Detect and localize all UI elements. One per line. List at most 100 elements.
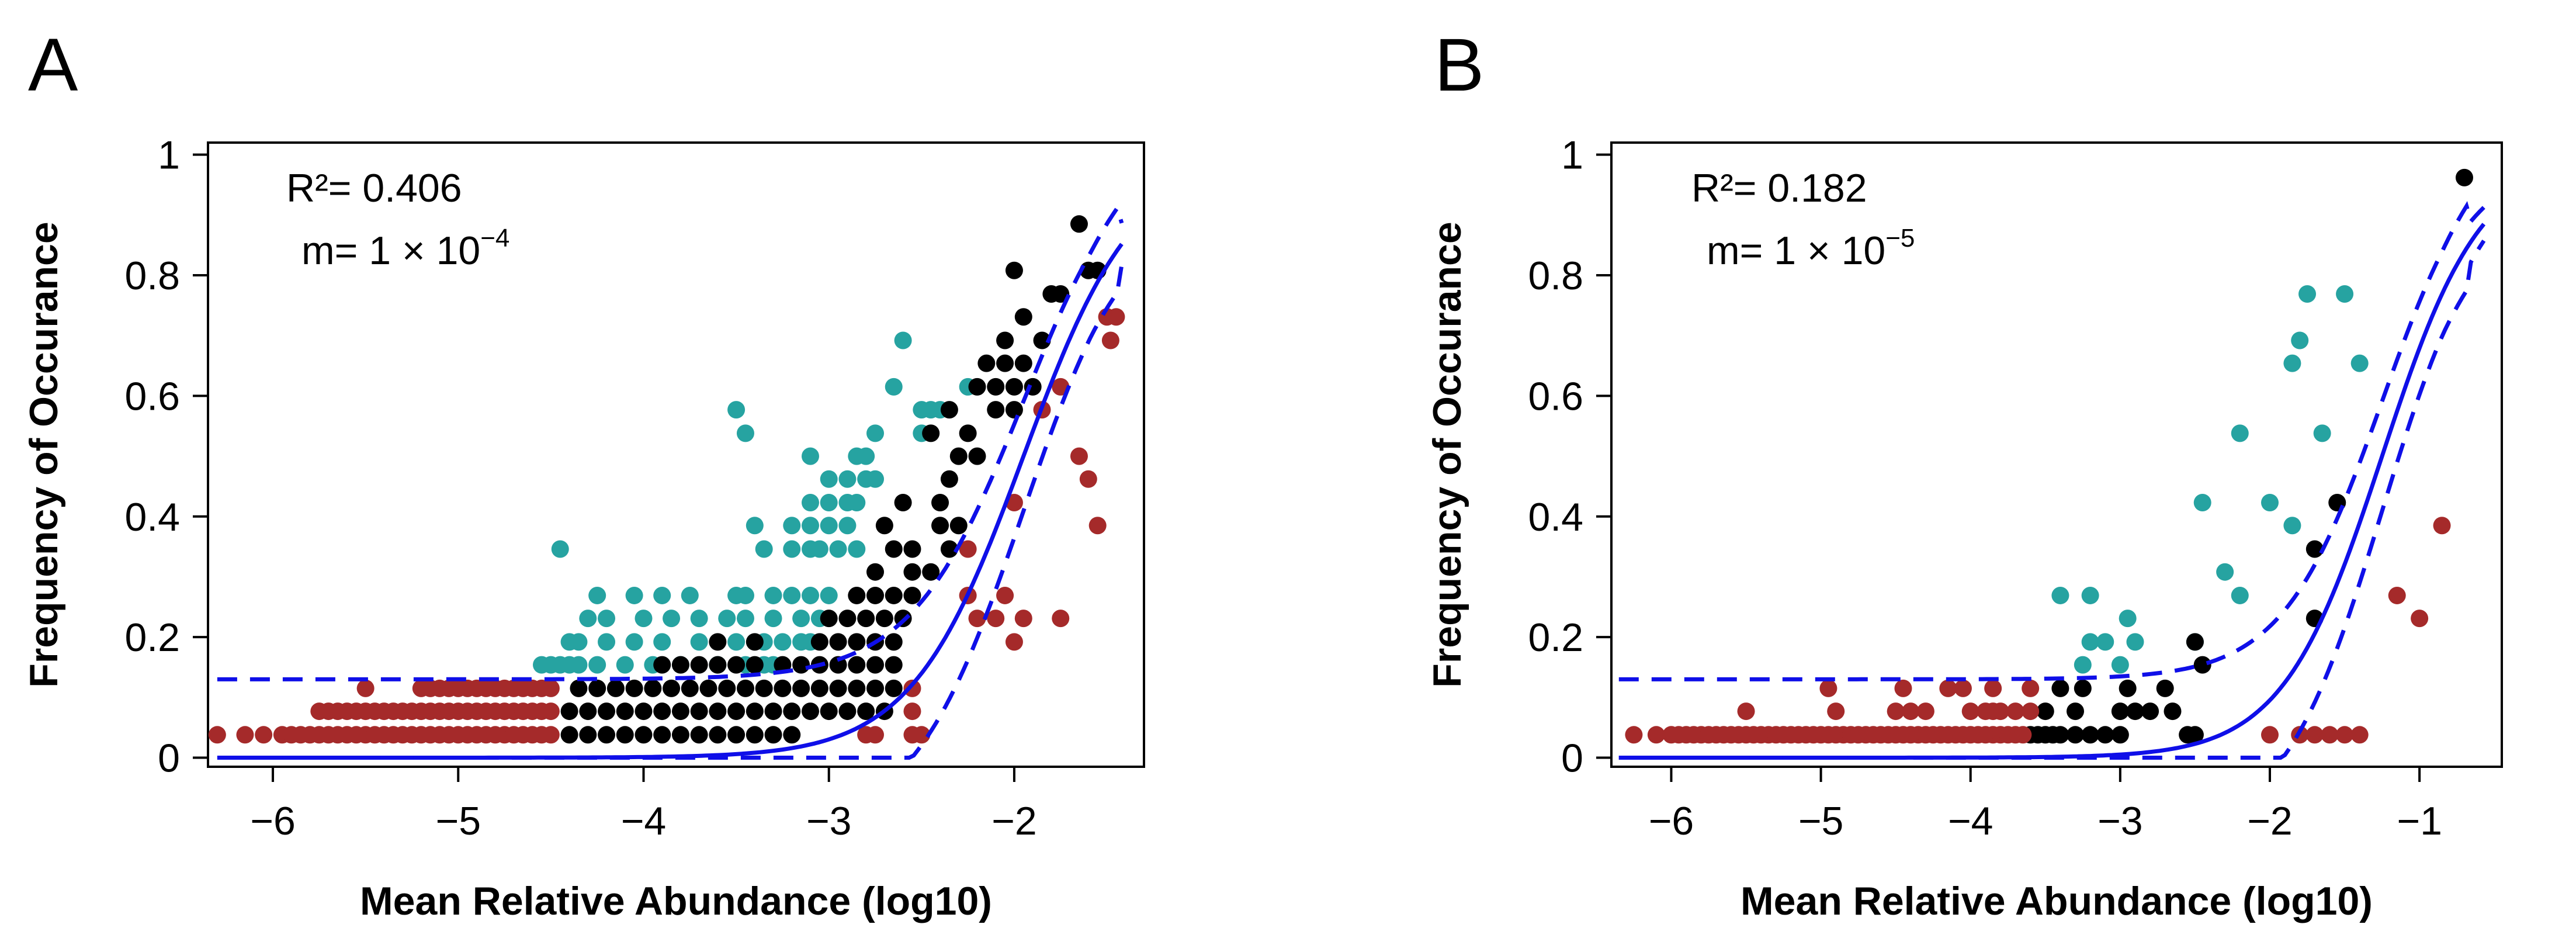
data-point [2074, 679, 2092, 697]
data-point [866, 563, 885, 581]
data-point [2126, 702, 2144, 721]
data-point [746, 726, 764, 744]
data-point [820, 494, 838, 512]
data-point [736, 586, 754, 604]
data-point [792, 679, 810, 697]
data-point [2022, 702, 2040, 721]
data-point [690, 702, 708, 721]
x-axis-title: Mean Relative Abundance (log10) [1741, 879, 2373, 923]
data-point [1961, 702, 1979, 721]
data-point [940, 470, 958, 488]
y-tick-label: 0.6 [124, 374, 180, 418]
data-point [764, 586, 782, 604]
data-point [625, 633, 643, 651]
panel-A: A 0 0.2 0.4 0.6 0.8 1 −6 −5 −4 −3 −2 Mean Relative A… [22, 23, 1145, 923]
data-point [848, 540, 866, 558]
y-tick-label: 0.2 [1528, 615, 1583, 660]
data-point [746, 517, 764, 535]
data-point [996, 354, 1014, 372]
data-point [653, 633, 671, 651]
data-point [987, 401, 1005, 419]
data-point [208, 726, 226, 744]
data-point [2051, 726, 2069, 744]
data-point [1107, 308, 1125, 326]
data-point [671, 656, 689, 674]
data-point [968, 447, 986, 465]
data-point [671, 702, 689, 721]
data-point [588, 656, 606, 674]
data-point [709, 633, 727, 651]
data-point [801, 494, 819, 512]
data-point [2411, 610, 2429, 628]
series-below-prediction [208, 308, 1125, 744]
data-point [949, 447, 968, 465]
data-point [2096, 726, 2114, 744]
data-point [848, 679, 866, 697]
data-point [1033, 331, 1051, 349]
data-point [635, 702, 653, 721]
data-point [783, 702, 801, 721]
data-point [977, 354, 996, 372]
data-point [885, 586, 903, 604]
data-point [820, 470, 838, 488]
data-point [746, 702, 764, 721]
data-point [727, 656, 746, 674]
data-point [1014, 610, 1032, 628]
data-point [2291, 331, 2309, 349]
data-point [783, 726, 801, 744]
data-point [801, 517, 819, 535]
x-tick-label: −6 [1649, 799, 1694, 843]
data-point [1954, 679, 1972, 697]
data-point [755, 679, 773, 697]
data-point [1014, 354, 1032, 372]
data-point [959, 424, 977, 442]
data-point [2388, 586, 2406, 604]
data-point [820, 586, 838, 604]
data-point [2455, 168, 2473, 186]
data-point [885, 679, 903, 697]
data-point [542, 702, 560, 721]
data-point [1902, 702, 1920, 721]
data-point [774, 633, 792, 651]
data-point [542, 679, 560, 697]
data-point [848, 494, 866, 512]
data-point [801, 447, 819, 465]
data-point [727, 401, 746, 419]
upper-confidence-line [217, 203, 1124, 681]
data-point [598, 633, 616, 651]
data-point [1939, 679, 1957, 697]
data-point [940, 401, 958, 419]
data-point [875, 610, 893, 628]
x-tick-label: −3 [2097, 799, 2143, 843]
data-point [996, 331, 1014, 349]
lower-confidence-line [217, 264, 1124, 760]
y-tick-label: 0.8 [1528, 254, 1583, 298]
data-point [820, 517, 838, 535]
data-point [866, 656, 885, 674]
data-point [1819, 679, 1837, 697]
data-point [727, 633, 746, 651]
data-point [570, 633, 588, 651]
data-point [838, 702, 857, 721]
series-below-prediction [1625, 517, 2451, 744]
data-point [1005, 378, 1023, 396]
r-squared-label: R²= 0.406 [286, 166, 462, 210]
y-tick-label: 0 [158, 736, 180, 781]
data-point [653, 702, 671, 721]
data-point [2305, 540, 2324, 558]
data-point [2051, 679, 2069, 697]
data-point [2081, 633, 2099, 651]
data-point [931, 517, 949, 535]
y-tick-label: 1 [158, 133, 180, 178]
data-point [625, 679, 643, 697]
x-tick-label: −2 [2247, 799, 2293, 843]
data-point [1101, 331, 1119, 349]
data-point [783, 517, 801, 535]
data-point [690, 610, 708, 628]
data-point [949, 517, 968, 535]
data-point [755, 540, 773, 558]
data-point [2231, 424, 2249, 442]
data-point [690, 633, 708, 651]
data-point [2141, 702, 2159, 721]
data-point [764, 610, 782, 628]
